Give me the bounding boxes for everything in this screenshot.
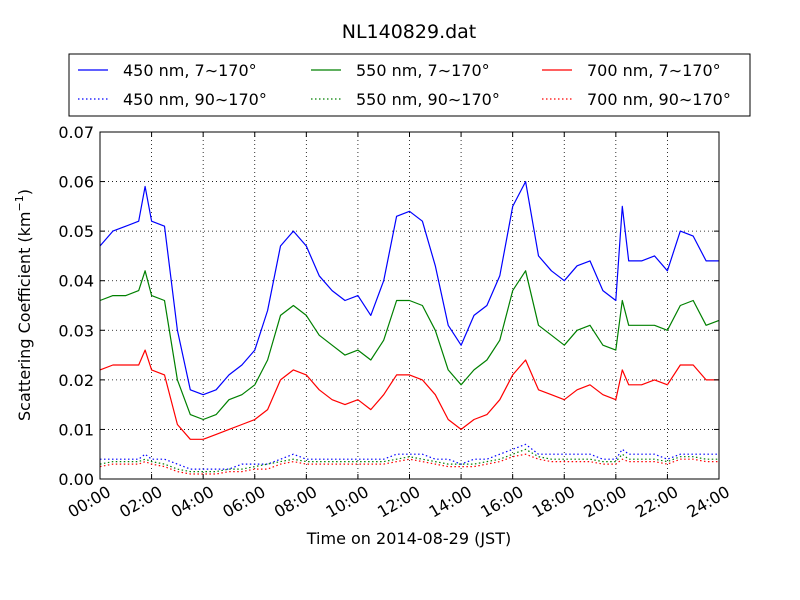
y-axis-label-end: ) xyxy=(15,189,34,195)
legend: 450 nm, 7∼170° 550 nm, 7∼170° 700 nm, 7∼17… xyxy=(68,53,751,117)
series-line xyxy=(99,453,719,475)
series-line xyxy=(99,349,719,440)
legend-entry: 550 nm, 90∼170° xyxy=(356,90,500,109)
y-tick-label: 0.04 xyxy=(58,272,94,291)
chart-title: NL140829.dat xyxy=(342,21,477,43)
x-axis-label: Time on 2014-08-29 (JST) xyxy=(306,529,511,548)
legend-entry: 450 nm, 90∼170° xyxy=(123,90,267,109)
y-tick-label: 0.02 xyxy=(58,371,94,390)
series-line xyxy=(99,270,720,421)
y-tick-label: 0.00 xyxy=(58,470,94,489)
y-tick-label: 0.06 xyxy=(58,173,94,192)
legend-entry: 700 nm, 7∼170° xyxy=(587,61,721,80)
series-line xyxy=(99,181,719,396)
legend-entry: 450 nm, 7∼170° xyxy=(123,61,257,80)
legend-entry: 700 nm, 90∼170° xyxy=(587,90,731,109)
y-tick-label: 0.03 xyxy=(58,321,94,340)
series-line xyxy=(99,448,719,473)
series-group xyxy=(99,181,720,475)
y-axis-label: Scattering Coefficient (km−1) xyxy=(13,189,34,421)
y-tick-label: 0.05 xyxy=(58,222,94,241)
y-axis-label-superscript: −1 xyxy=(13,195,26,211)
legend-box xyxy=(68,53,751,117)
y-tick-label: 0.07 xyxy=(58,123,94,142)
y-axis-label-main: Scattering Coefficient (km xyxy=(15,211,34,421)
y-tick-label: 0.01 xyxy=(58,420,94,439)
legend-entry: 550 nm, 7∼170° xyxy=(356,61,490,80)
